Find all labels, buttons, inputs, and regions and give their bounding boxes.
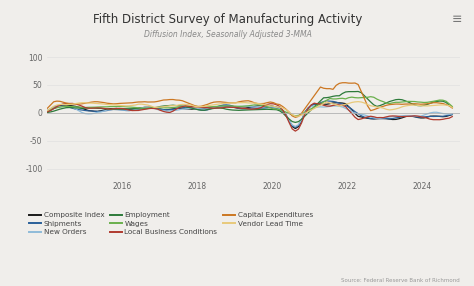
Text: Source: Federal Reserve Bank of Richmond: Source: Federal Reserve Bank of Richmond <box>341 278 460 283</box>
Text: ≡: ≡ <box>452 13 462 26</box>
Text: Fifth District Survey of Manufacturing Activity: Fifth District Survey of Manufacturing A… <box>93 13 362 26</box>
Text: Diffusion Index, Seasonally Adjusted 3-MMA: Diffusion Index, Seasonally Adjusted 3-M… <box>144 30 311 39</box>
Legend: Composite Index, Shipments, New Orders, Employment, Wages, Local Business Condit: Composite Index, Shipments, New Orders, … <box>26 209 316 238</box>
